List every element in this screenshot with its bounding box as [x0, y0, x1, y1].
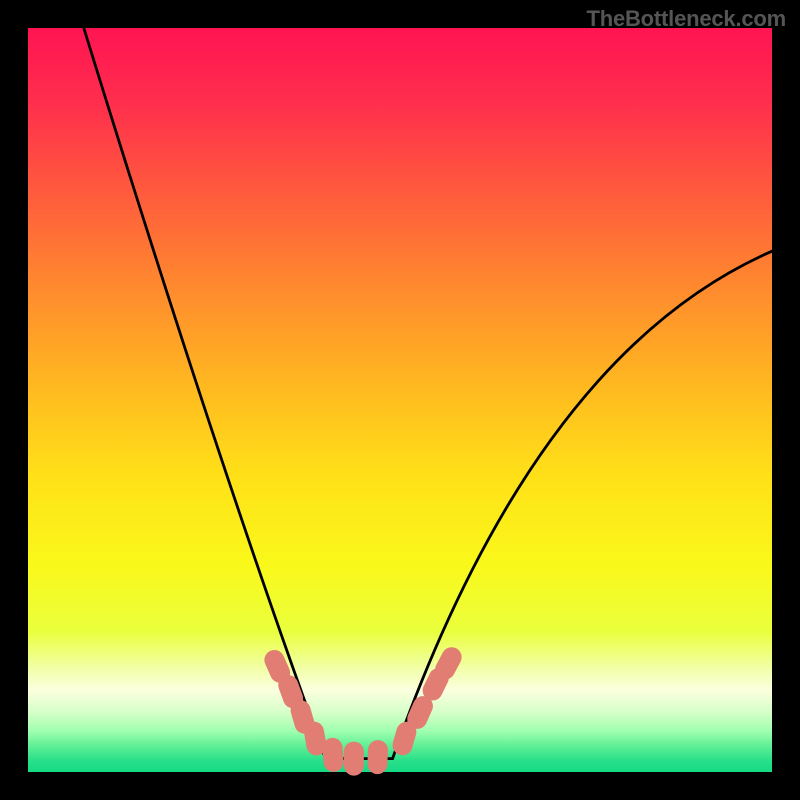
watermark-text: TheBottleneck.com — [586, 6, 786, 32]
curve-marker — [344, 742, 364, 776]
chart-container: TheBottleneck.com — [0, 0, 800, 800]
curve-marker — [322, 737, 344, 772]
plot-gradient-bg — [28, 28, 772, 772]
curve-marker — [367, 740, 388, 775]
bottleneck-curve-chart — [0, 0, 800, 800]
